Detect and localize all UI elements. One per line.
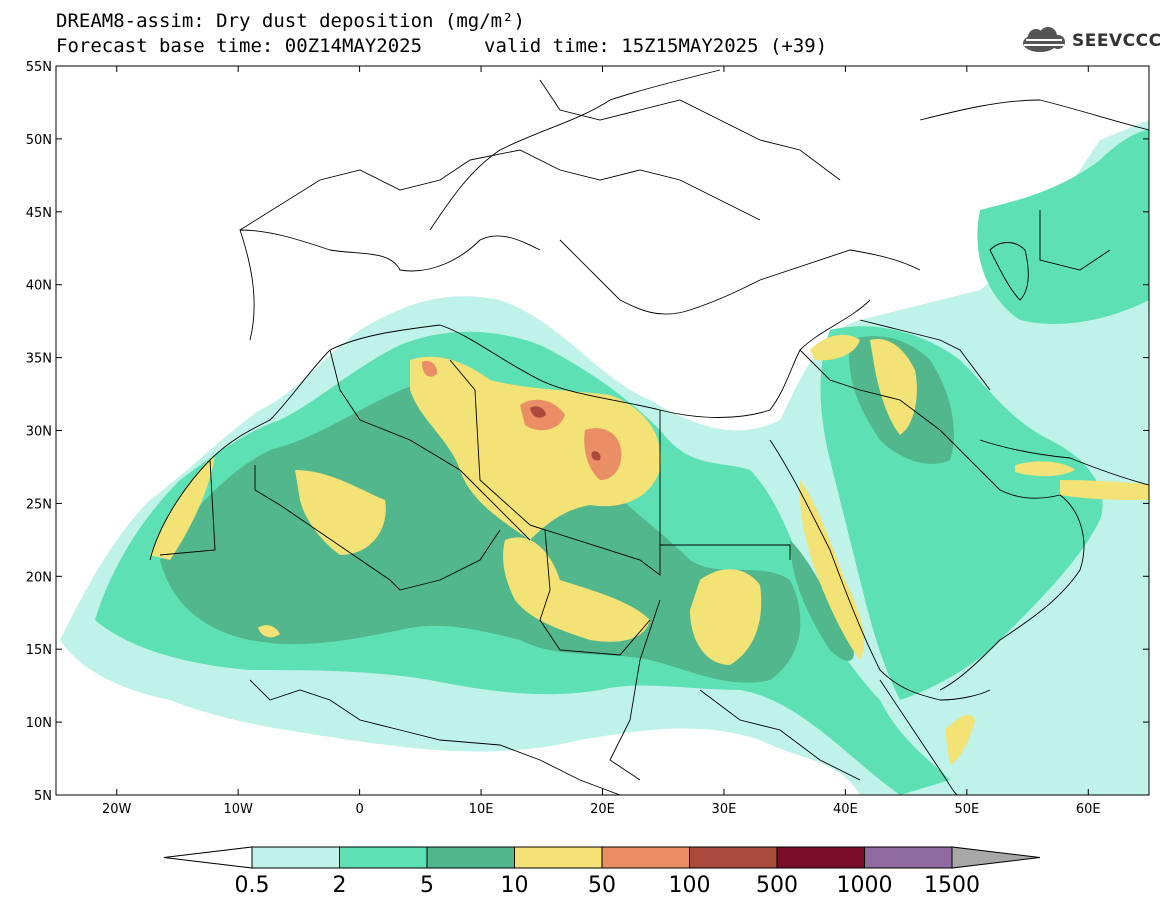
- contour-level-5: [422, 360, 438, 377]
- forecast-base-time: Forecast base time: 00Z14MAY2025: [56, 35, 423, 57]
- colorbar-label: 2: [333, 873, 347, 898]
- contour-level-6: [530, 406, 546, 418]
- coastline: [989, 242, 1029, 301]
- lat-tick-label: 50N: [26, 133, 52, 148]
- contour-level-2: [977, 130, 1149, 324]
- colorbar-swatch: [426, 846, 515, 869]
- coastline: [769, 439, 991, 701]
- lat-tick-label: 20N: [26, 570, 52, 585]
- country-border: [469, 149, 761, 221]
- contour-level-3: [160, 379, 801, 683]
- colorbar-swatch: [601, 846, 690, 869]
- country-border: [529, 524, 661, 576]
- lat-tick-label: 45N: [26, 206, 52, 221]
- lat-tick-label: 35N: [26, 352, 52, 367]
- country-border: [539, 529, 651, 656]
- lon-tick-label: 40E: [833, 802, 858, 817]
- country-border: [329, 349, 531, 541]
- contour-level-4: [810, 334, 860, 361]
- contour-level-4: [295, 470, 386, 555]
- colorbar-swatch: [689, 846, 778, 869]
- logo-text: SEEVCCC: [1072, 31, 1162, 51]
- colorbar-under-triangle: [163, 846, 253, 869]
- colorbar-label: 500: [756, 873, 798, 898]
- lat-tick-label: 10N: [26, 716, 52, 731]
- country-border: [699, 689, 861, 781]
- colorbar-label: 10: [501, 873, 529, 898]
- lat-tick-label: 40N: [26, 279, 52, 294]
- contour-level-4: [690, 569, 762, 665]
- contour-level-3: [790, 540, 854, 661]
- longitude-axis: 20W 10W 0 10E 20E 30E 40E 50E 60E: [102, 66, 1101, 817]
- lat-tick-label: 55N: [26, 60, 52, 75]
- colorbar-label: 100: [669, 873, 711, 898]
- coastline: [239, 229, 541, 341]
- cloud-logo-icon: [1023, 27, 1065, 52]
- country-border: [159, 459, 216, 556]
- colorbar-label: 0.5: [235, 873, 270, 898]
- colorbar-swatch: [864, 846, 953, 869]
- lat-tick-label: 15N: [26, 643, 52, 658]
- country-border: [859, 319, 991, 391]
- lat-tick-label: 25N: [26, 497, 52, 512]
- lon-tick-label: 10W: [223, 802, 253, 817]
- lat-tick-label: 30N: [26, 425, 52, 440]
- colorbar-label: 1000: [837, 873, 893, 898]
- contour-level-4: [1060, 480, 1149, 500]
- contour-level-4: [870, 339, 917, 435]
- coastline: [979, 439, 1149, 486]
- colorbar-label: 1500: [924, 873, 980, 898]
- valid-time: valid time: 15Z15MAY2025 (+39): [484, 35, 828, 57]
- latitude-axis: 5N 10N 15N 20N 25N 30N 35N 40N 45N 50N 55N: [26, 60, 1149, 804]
- lon-tick-label: 20E: [590, 802, 615, 817]
- contour-level-4: [799, 480, 865, 660]
- contour-level-5: [584, 428, 622, 480]
- country-border: [399, 729, 621, 795]
- country-border: [539, 79, 841, 181]
- contour-level-4: [945, 714, 975, 765]
- coastline: [429, 69, 721, 231]
- colorbar-swatch: [514, 846, 603, 869]
- lat-tick-label: 5N: [34, 789, 52, 804]
- country-border: [254, 465, 401, 591]
- lon-tick-label: 30E: [712, 802, 737, 817]
- country-border: [399, 529, 501, 591]
- coastline: [919, 99, 1149, 131]
- lon-tick-label: 60E: [1076, 802, 1101, 817]
- colorbar-swatch: [251, 846, 340, 869]
- country-border: [249, 679, 401, 731]
- country-border: [609, 599, 661, 781]
- country-border: [799, 349, 941, 431]
- colorbar-swatch: [776, 846, 865, 869]
- coastline: [559, 239, 921, 315]
- coastlines-borders: [149, 69, 1149, 795]
- coastline: [149, 299, 871, 561]
- country-border: [659, 410, 791, 560]
- contour-level-4: [150, 455, 215, 560]
- lon-tick-label: 10E: [469, 802, 494, 817]
- map-title: DREAM8-assim: Dry dust deposition (mg/m²…: [56, 10, 525, 32]
- colorbar: 0.5 2 5 10 50 100 500 1000 1500: [163, 846, 1041, 898]
- colorbar-swatch: [339, 846, 428, 869]
- lon-tick-label: 50E: [954, 802, 979, 817]
- colorbar-over-triangle: [951, 846, 1041, 869]
- contour-level-4: [503, 537, 650, 642]
- dust-contours: [60, 120, 1149, 795]
- lon-tick-label: 0: [355, 802, 363, 817]
- country-border: [1039, 210, 1111, 271]
- country-border: [239, 159, 471, 231]
- lon-tick-label: 20W: [102, 802, 132, 817]
- contour-level-6: [591, 451, 601, 461]
- colorbar-label: 5: [420, 873, 434, 898]
- contour-level-4: [410, 356, 661, 540]
- coastline: [879, 679, 959, 795]
- contour-level-4: [1015, 461, 1075, 477]
- colorbar-label: 50: [588, 873, 616, 898]
- coastline: [939, 429, 1085, 691]
- contour-level-4: [258, 625, 280, 638]
